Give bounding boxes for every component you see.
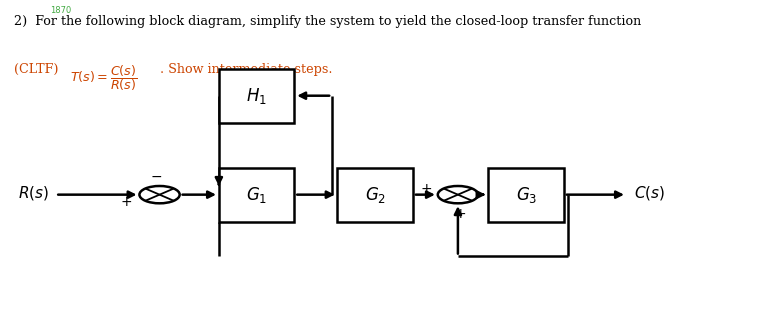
Text: $H_1$: $H_1$ — [246, 86, 267, 106]
Text: (CLTF): (CLTF) — [15, 63, 63, 76]
Bar — [489, 168, 564, 222]
Text: $C(s)$: $C(s)$ — [634, 184, 665, 202]
Text: −: − — [150, 169, 162, 183]
Text: 2)  For the following block diagram, simplify the system to yield the closed-loo: 2) For the following block diagram, simp… — [15, 15, 642, 28]
Text: +: + — [454, 207, 466, 221]
Bar — [219, 168, 294, 222]
Bar — [338, 168, 413, 222]
Circle shape — [438, 186, 478, 203]
Text: $G_1$: $G_1$ — [246, 185, 267, 205]
Text: . Show intermediate steps.: . Show intermediate steps. — [159, 63, 332, 76]
Text: $R(s)$: $R(s)$ — [18, 184, 49, 202]
Text: 1870: 1870 — [51, 6, 71, 15]
Bar — [219, 69, 294, 123]
Text: $T(s)=\dfrac{C(s)}{R(s)}$: $T(s)=\dfrac{C(s)}{R(s)}$ — [70, 63, 137, 93]
Circle shape — [139, 186, 180, 203]
Text: $G_3$: $G_3$ — [516, 185, 537, 205]
Text: +: + — [120, 195, 133, 209]
Text: +: + — [421, 182, 432, 196]
Text: $G_2$: $G_2$ — [365, 185, 386, 205]
